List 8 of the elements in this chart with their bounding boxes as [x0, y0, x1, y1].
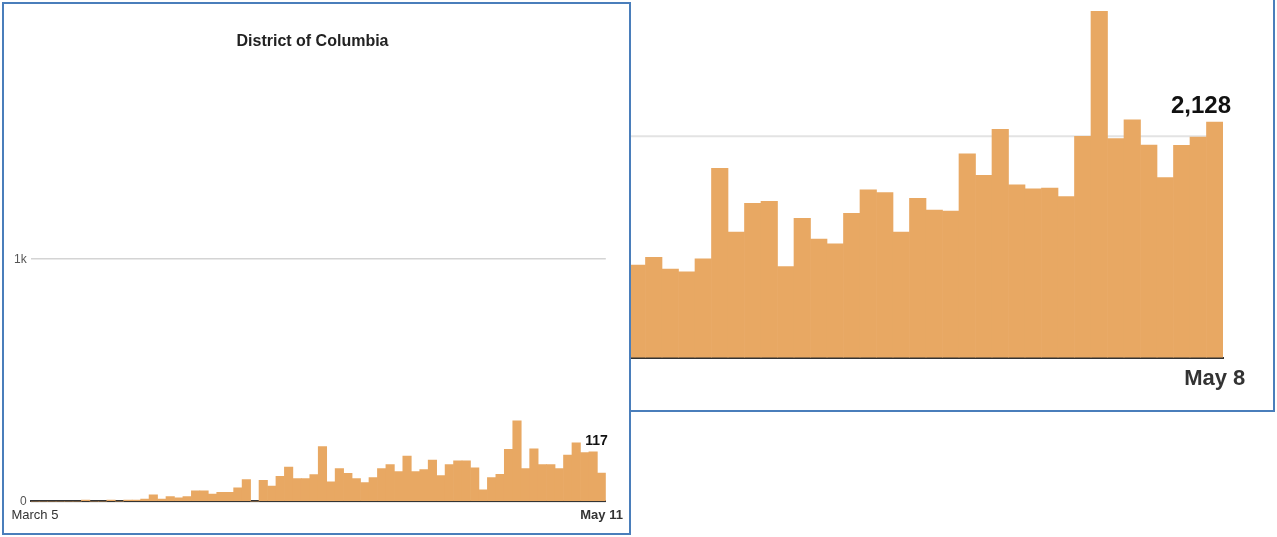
chart-title: District of Columbia — [236, 32, 389, 50]
y-tick-label: 1k — [13, 251, 28, 266]
data-label: 2,128 — [1170, 90, 1231, 118]
y-tick-label: 0 — [19, 493, 27, 508]
x-tick-label: May 8 — [1184, 364, 1246, 390]
data-label: 117 — [585, 431, 609, 448]
x-tick-label: March 5 — [11, 506, 59, 522]
x-tick-label: May 11 — [580, 506, 623, 522]
